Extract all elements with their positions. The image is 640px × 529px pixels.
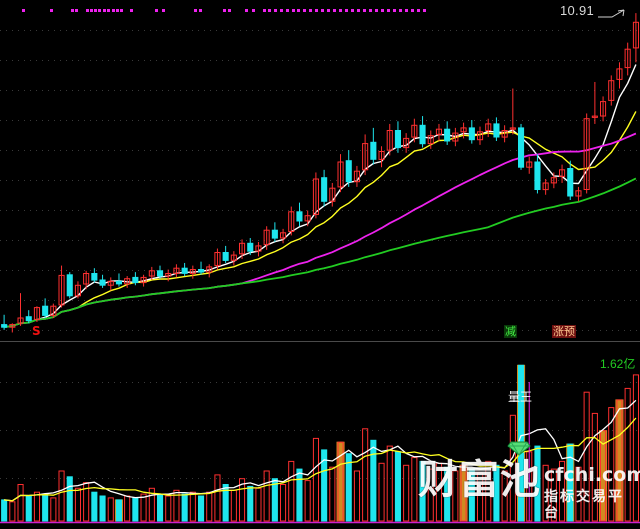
rise-forecast-tag[interactable]: 涨预 [552, 325, 576, 338]
volume-king-diamond-icon [507, 441, 531, 456]
volume-chart-canvas[interactable] [0, 342, 640, 529]
sell-signal-marker[interactable]: S [32, 324, 41, 338]
last-price-label: 10.91 [560, 3, 595, 18]
volume-chart-panel[interactable] [0, 342, 640, 529]
price-chart-canvas[interactable] [0, 0, 640, 341]
last-price-leader-arrow [598, 9, 625, 18]
reduce-signal-tag[interactable]: 减 [504, 325, 517, 338]
max-volume-label: 1.62亿 [600, 357, 636, 371]
panel-divider [0, 341, 640, 342]
volume-king-label: 量王 [508, 390, 533, 404]
price-chart-panel[interactable] [0, 0, 640, 341]
